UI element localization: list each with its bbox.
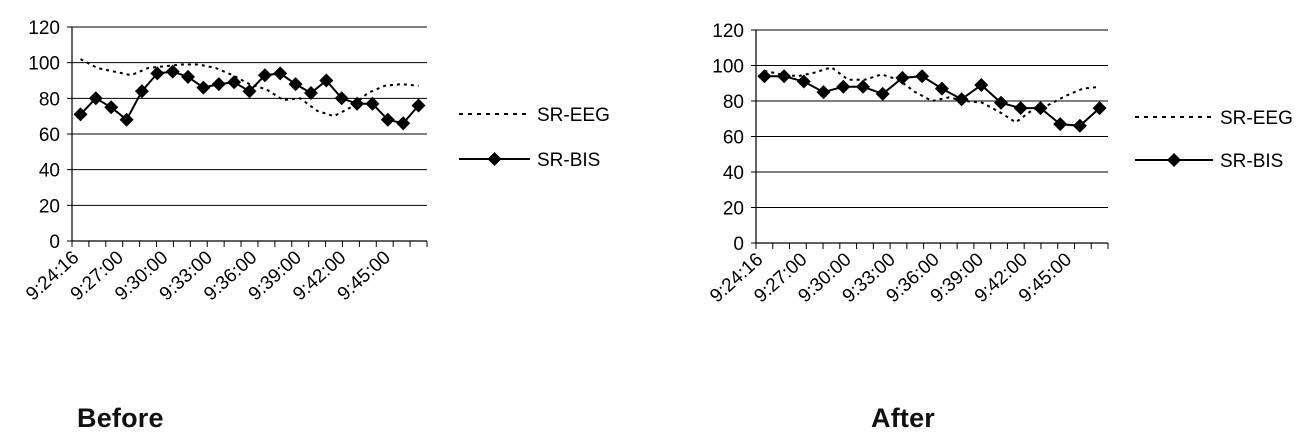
data-point-sr-bis [757,69,772,84]
after-chart: 0204060801001209:24:169:27:009:30:009:33… [706,21,1293,307]
y-tick-label: 0 [49,232,60,253]
data-point-sr-bis [273,66,288,81]
legend-label-sr-eeg: SR-EEG [537,105,610,126]
data-point-sr-bis [934,81,949,96]
data-point-sr-bis [816,85,831,100]
data-point-sr-bis [227,75,242,90]
legend-label-sr-eeg: SR-EEG [1220,108,1293,129]
data-point-sr-bis [181,69,195,84]
data-point-sr-bis [119,112,134,127]
y-tick-label: 120 [28,18,60,39]
data-point-sr-bis [895,70,910,85]
data-point-sr-bis [411,98,426,113]
data-point-sr-bis [856,79,870,94]
data-point-sr-bis [1072,118,1087,133]
data-point-sr-bis [288,77,303,92]
data-point-sr-bis [334,91,349,106]
y-tick-label: 60 [723,128,744,149]
after-caption: After [871,403,936,433]
data-point-sr-bis [257,68,272,83]
data-point-sr-bis [196,80,211,95]
data-point-sr-bis [88,91,103,106]
y-tick-label: 80 [723,92,744,113]
after-chart-panel: 0 20 40 60 80 100 120 9:24:16 9:27:00 9:30:00 9:33… [655,0,1311,441]
data-point-sr-bis [915,69,930,84]
data-point-sr-bis [104,100,119,115]
y-tick-label: 120 [712,21,744,42]
data-point-sr-bis [974,78,989,92]
data-point-sr-bis [150,66,165,81]
before-chart: 0204060801001209:24:169:27:009:30:009:33… [22,18,610,305]
data-point-sr-bis [242,84,257,99]
legend-marker-sr-bis [487,152,502,166]
data-point-sr-bis [134,84,149,99]
data-point-sr-bis [304,86,318,100]
legend-label-sr-bis: SR-BIS [537,150,600,171]
y-tick-label: 100 [712,57,744,78]
data-point-sr-bis [350,96,365,111]
data-point-sr-bis [875,86,890,101]
data-point-sr-bis [1053,117,1068,132]
legend-marker-sr-bis [1167,153,1181,167]
data-point-sr-bis [777,69,792,84]
data-point-sr-bis [994,95,1008,110]
data-point-sr-bis [796,74,811,89]
data-point-sr-bis [1013,101,1028,116]
y-tick-label: 40 [39,161,60,182]
y-tick-label: 100 [28,54,60,75]
data-point-sr-bis [165,64,180,79]
before-chart-panel: 0 20 40 60 80 100 120 9:24:16 9:27:00 9:30:00 9:33… [0,0,655,441]
y-tick-label: 20 [39,196,60,217]
data-point-sr-bis [1033,101,1048,116]
y-tick-label: 40 [723,163,744,184]
legend-label-sr-bis: SR-BIS [1220,151,1283,172]
before-caption: Before [77,403,164,433]
data-point-sr-bis [365,96,380,111]
data-point-sr-bis [380,112,395,127]
y-tick-label: 60 [39,125,60,146]
y-tick-label: 20 [723,199,744,220]
data-point-sr-bis [73,107,88,122]
data-point-sr-bis [1092,101,1107,116]
series-line-sr-eeg [80,58,419,118]
data-point-sr-bis [836,79,851,94]
data-point-sr-bis [319,73,334,88]
data-point-sr-bis [396,116,411,131]
y-tick-label: 80 [39,89,60,110]
data-point-sr-bis [954,92,969,107]
data-point-sr-bis [211,77,226,92]
y-tick-label: 0 [733,234,744,255]
